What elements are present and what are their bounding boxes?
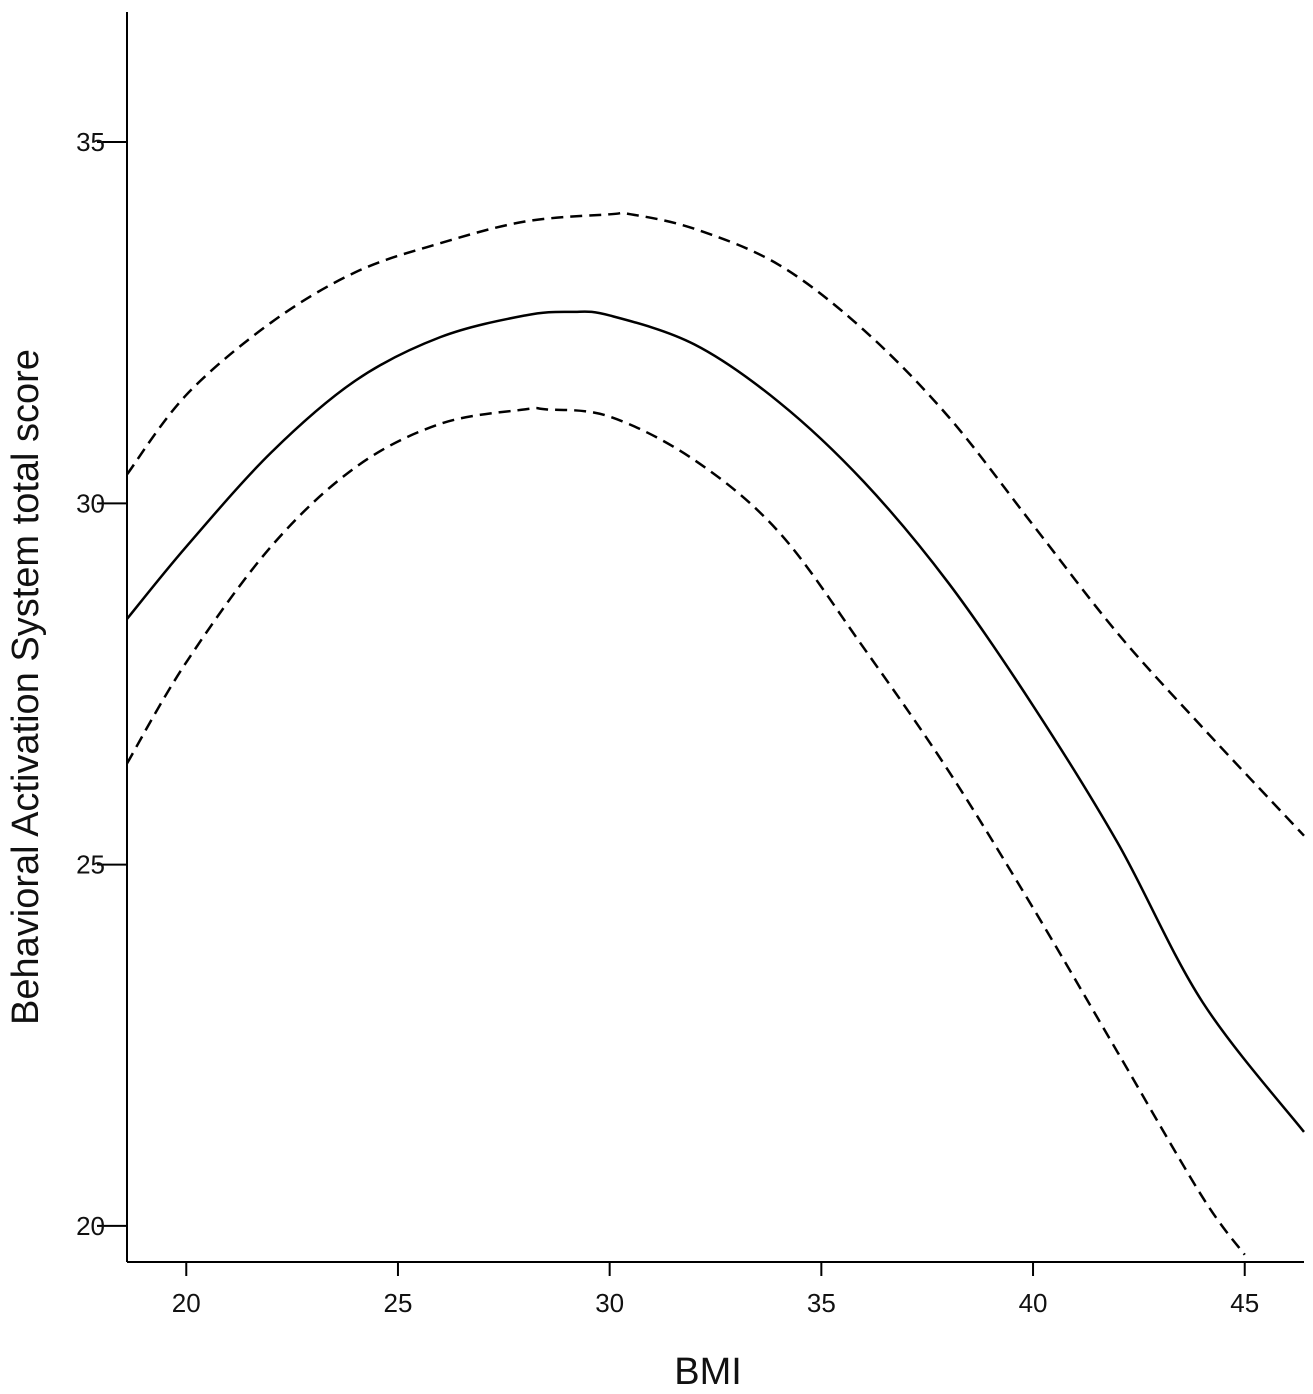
- x-axis-title: BMI: [674, 1351, 742, 1393]
- lower-bound-line: [125, 406, 1246, 1256]
- x-tick-label: 20: [172, 1288, 201, 1318]
- x-tick-label: 30: [595, 1288, 624, 1318]
- x-tick-label: 40: [1019, 1288, 1048, 1318]
- plot-area: [125, 211, 1305, 1256]
- x-tick-label: 35: [807, 1288, 836, 1318]
- y-tick-label: 30: [76, 488, 105, 518]
- fit-line: [126, 310, 1305, 1133]
- y-axis-ticks: 20 25 30 35: [76, 127, 127, 1241]
- upper-bound-line: [125, 211, 1305, 837]
- x-axis-ticks: 20 25 30 35 40 45: [172, 1262, 1259, 1318]
- y-tick-label: 20: [76, 1211, 105, 1241]
- y-tick-label: 35: [76, 127, 105, 157]
- y-tick-label: 25: [76, 850, 105, 880]
- x-tick-label: 25: [384, 1288, 413, 1318]
- x-tick-label: 45: [1230, 1288, 1259, 1318]
- y-axis-title: Behavioral Activation System total score: [5, 349, 47, 1025]
